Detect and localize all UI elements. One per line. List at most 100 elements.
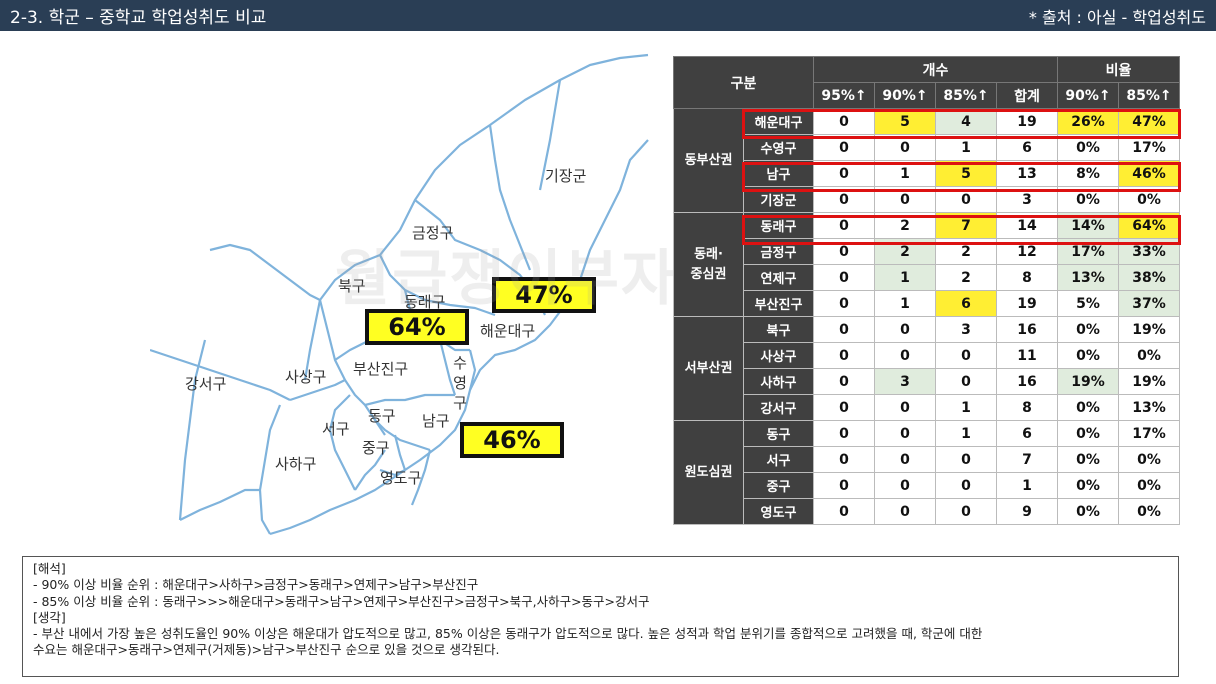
value-cell: 5 (874, 108, 936, 135)
value-cell: 0 (813, 264, 875, 291)
value-cell: 1 (874, 290, 936, 317)
value-cell: 0 (935, 498, 997, 525)
district-name-cell: 중구 (743, 472, 814, 499)
value-cell: 0% (1118, 446, 1180, 473)
district-name-cell: 사하구 (743, 368, 814, 395)
title-bar: 2-3. 학군 – 중학교 학업성취도 비교 * 출처 : 아실 - 학업성취도 (0, 0, 1216, 31)
page-title: 2-3. 학군 – 중학교 학업성취도 비교 (10, 8, 267, 28)
thought-heading: [생각] (33, 609, 66, 625)
table-row: 강서구 0 0 1 8 0% 13% (674, 394, 1180, 421)
district-label-seo: 서구 (322, 420, 350, 438)
district-label-gijang: 기장군 (545, 167, 587, 185)
notes-box: [해석] - 90% 이상 비율 순위 : 해운대구>사하구>금정구>동래구>연… (22, 556, 1179, 677)
value-cell: 8 (996, 394, 1058, 421)
value-cell: 0 (813, 368, 875, 395)
value-cell: 5% (1057, 290, 1119, 317)
value-cell: 0 (813, 498, 875, 525)
value-cell: 0 (813, 290, 875, 317)
value-cell: 0 (813, 342, 875, 369)
district-label-busanjin: 부산진구 (353, 360, 409, 378)
value-cell: 16 (996, 316, 1058, 343)
subheader-cell: 85%↑ (1118, 82, 1180, 109)
value-cell: 0 (935, 368, 997, 395)
district-label-jung: 중구 (362, 439, 390, 457)
value-cell: 0 (813, 394, 875, 421)
value-cell: 19 (996, 290, 1058, 317)
table-row: 중구 0 0 0 1 0% 0% (674, 472, 1180, 499)
value-cell: 8 (996, 264, 1058, 291)
district-name-cell: 해운대구 (743, 108, 814, 135)
value-cell: 0 (874, 394, 936, 421)
value-cell: 16 (996, 368, 1058, 395)
value-cell: 19% (1118, 368, 1180, 395)
value-cell: 0 (935, 472, 997, 499)
district-name-cell: 북구 (743, 316, 814, 343)
header-count: 개수 (813, 56, 1058, 83)
subheader-cell: 90%↑ (874, 82, 936, 109)
table-row: 영도구 0 0 0 9 0% 0% (674, 498, 1180, 525)
table-row: 사하구 0 3 0 16 19% 19% (674, 368, 1180, 395)
value-cell: 0 (874, 342, 936, 369)
region-group-cell: 원도심권 (673, 420, 744, 525)
value-cell: 0 (874, 446, 936, 473)
value-cell: 17% (1118, 420, 1180, 447)
value-cell: 0 (813, 316, 875, 343)
subheader-cell: 90%↑ (1057, 82, 1119, 109)
table-row: 동부산권 해운대구 0 5 4 19 26% 47% (673, 108, 1180, 213)
note-line-1: - 90% 이상 비율 순위 : 해운대구>사하구>금정구>동래구>연제구>남구… (33, 577, 479, 593)
region-group-cell: 서부산권 (673, 316, 744, 421)
district-name-cell: 부산진구 (743, 290, 814, 317)
callout-dongnae-64: 64% (365, 309, 469, 345)
table-row: 부산진구 0 1 6 19 5% 37% (674, 290, 1180, 317)
value-cell: 0 (874, 472, 936, 499)
subheader-cell: 합계 (996, 82, 1058, 109)
value-cell: 19% (1118, 316, 1180, 343)
value-cell: 0% (1057, 394, 1119, 421)
value-cell: 0% (1118, 472, 1180, 499)
note-line-4: 수요는 해운대구>동래구>연제구(거제동)>남구>부산진구 순으로 있을 것으로… (33, 642, 500, 658)
note-line-3: - 부산 내에서 가장 높은 성취도율인 90% 이상은 해운대가 압도적으로 … (33, 626, 983, 642)
value-cell: 0 (935, 446, 997, 473)
value-cell: 1 (935, 394, 997, 421)
value-cell: 0% (1118, 342, 1180, 369)
table-row: 사상구 0 0 0 11 0% 0% (674, 342, 1180, 369)
value-cell: 6 (935, 290, 997, 317)
header-group: 구분 (673, 56, 814, 109)
table-row: 연제구 0 1 2 8 13% 38% (674, 264, 1180, 291)
value-cell: 0% (1057, 420, 1119, 447)
value-cell: 1 (996, 472, 1058, 499)
district-name-cell: 사상구 (743, 342, 814, 369)
value-cell: 7 (996, 446, 1058, 473)
district-name-cell: 강서구 (743, 394, 814, 421)
value-cell: 0 (813, 420, 875, 447)
value-cell: 19 (996, 108, 1058, 135)
highlight-nam (742, 162, 1181, 192)
value-cell: 0% (1118, 498, 1180, 525)
value-cell: 0% (1057, 446, 1119, 473)
value-cell: 0% (1057, 316, 1119, 343)
district-label-suyeong: 수영구 (453, 354, 467, 412)
value-cell: 11 (996, 342, 1058, 369)
source-note: * 출처 : 아실 - 학업성취도 (1028, 7, 1206, 27)
value-cell: 6 (996, 420, 1058, 447)
value-cell: 13% (1118, 394, 1180, 421)
value-cell: 9 (996, 498, 1058, 525)
value-cell: 19% (1057, 368, 1119, 395)
district-label-dong: 동구 (368, 407, 396, 425)
region-group-cell: 동래· 중심권 (673, 212, 744, 317)
value-cell: 1 (935, 420, 997, 447)
subheader-cell: 95%↑ (813, 82, 875, 109)
district-label-haeundae: 해운대구 (480, 322, 536, 340)
district-name-cell: 영도구 (743, 498, 814, 525)
callout-haeundae-47: 47% (492, 277, 596, 313)
note-line-2: - 85% 이상 비율 순위 : 동래구>>>해운대구>동래구>남구>연제구>부… (33, 593, 650, 609)
value-cell: 13% (1057, 264, 1119, 291)
value-cell: 0% (1057, 342, 1119, 369)
value-cell: 3 (874, 368, 936, 395)
highlight-haeundae (742, 109, 1181, 139)
header-ratio: 비율 (1057, 56, 1180, 83)
value-cell: 0 (874, 316, 936, 343)
table-row: 서구 0 0 0 7 0% 0% (674, 446, 1180, 473)
value-cell: 47% (1118, 108, 1180, 135)
highlight-dongnae (742, 215, 1181, 245)
